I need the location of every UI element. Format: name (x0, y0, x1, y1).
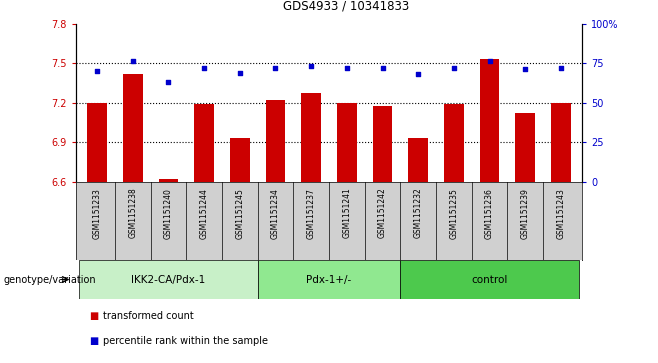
Text: GSM1151242: GSM1151242 (378, 188, 387, 238)
Bar (409, 138, 428, 182)
Point (270, 65, 281, 71)
Point (520, 66, 530, 72)
Text: GDS4933 / 10341833: GDS4933 / 10341833 (283, 0, 409, 13)
Text: Pdx-1+/-: Pdx-1+/- (307, 274, 351, 285)
Text: GSM1151233: GSM1151233 (93, 188, 101, 238)
Text: ■: ■ (89, 311, 98, 321)
Point (163, 79, 174, 85)
Text: percentile rank within the sample: percentile rank within the sample (103, 336, 268, 346)
Bar (444, 104, 464, 182)
Point (413, 71, 424, 77)
Point (377, 65, 388, 71)
Text: GSM1151232: GSM1151232 (414, 188, 422, 238)
Bar (230, 138, 249, 182)
Text: GSM1151244: GSM1151244 (199, 188, 209, 238)
Text: GSM1151235: GSM1151235 (449, 188, 459, 238)
Point (484, 58, 495, 64)
Bar (372, 106, 392, 182)
Bar (400, 260, 579, 299)
Bar (79, 260, 258, 299)
Text: IKK2-CA/Pdx-1: IKK2-CA/Pdx-1 (132, 274, 205, 285)
Bar (88, 102, 107, 182)
Text: GSM1151237: GSM1151237 (307, 188, 316, 238)
Text: genotype/variation: genotype/variation (3, 274, 96, 285)
Bar (301, 93, 321, 182)
Text: GSM1151238: GSM1151238 (128, 188, 138, 238)
Point (92, 68, 103, 74)
Bar (515, 113, 535, 182)
Point (234, 70, 245, 76)
Text: GSM1151239: GSM1151239 (520, 188, 530, 238)
Point (128, 58, 138, 64)
Text: GSM1151234: GSM1151234 (271, 188, 280, 238)
Bar (337, 102, 357, 182)
Point (199, 65, 209, 71)
Text: control: control (471, 274, 508, 285)
Text: GSM1151240: GSM1151240 (164, 188, 173, 238)
Text: transformed count: transformed count (103, 311, 194, 321)
Point (449, 65, 459, 71)
Point (306, 63, 316, 69)
Bar (551, 102, 570, 182)
Bar (194, 104, 214, 182)
Point (342, 65, 352, 71)
Text: ■: ■ (89, 336, 98, 346)
Bar (480, 59, 499, 182)
Text: GSM1151243: GSM1151243 (557, 188, 565, 238)
Bar (258, 260, 400, 299)
Text: GSM1151241: GSM1151241 (342, 188, 351, 238)
Point (555, 65, 566, 71)
Text: GSM1151236: GSM1151236 (485, 188, 494, 238)
Bar (266, 100, 286, 182)
Bar (123, 74, 143, 182)
Bar (159, 179, 178, 182)
Text: GSM1151245: GSM1151245 (236, 188, 244, 238)
